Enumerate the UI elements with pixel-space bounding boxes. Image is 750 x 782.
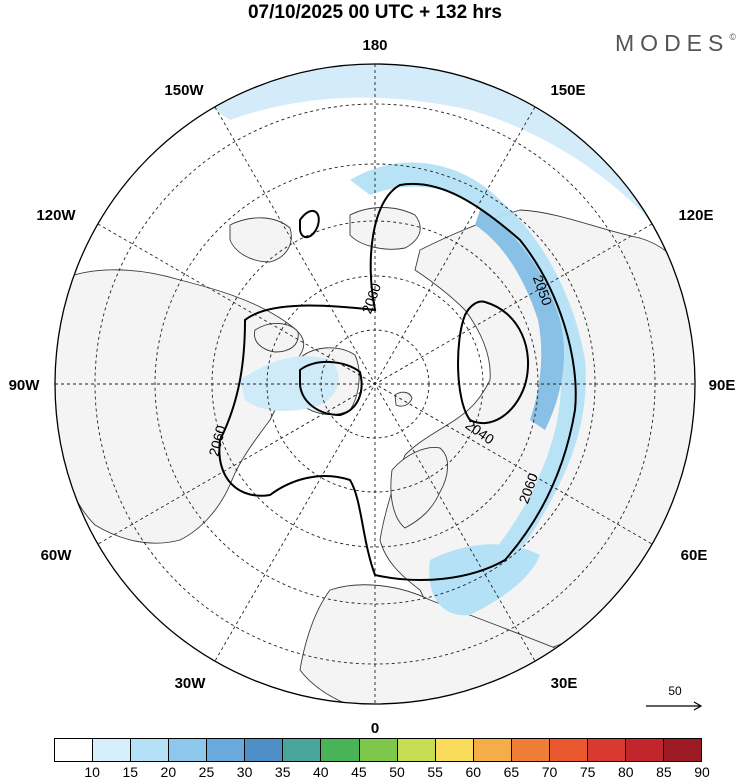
lon-label-60w: 60W	[41, 547, 73, 564]
map-title: 07/10/2025 00 UTC + 132 hrs	[247, 2, 503, 23]
reference-vector-label: 50	[668, 684, 682, 698]
colorbar-swatch	[359, 739, 398, 761]
colorbar-level-label: 15	[122, 764, 139, 780]
colorbar-level-label: 65	[503, 764, 520, 780]
colorbar-swatch	[625, 739, 664, 761]
landmass-alaska	[229, 217, 292, 263]
lon-label-150w: 150W	[164, 82, 204, 99]
colorbar-level-label: 20	[160, 764, 177, 780]
landmass-svalbard	[394, 391, 413, 407]
lon-label-30w: 30W	[175, 675, 207, 692]
colorbar-swatch	[511, 739, 550, 761]
landmass-arctic-islands	[254, 323, 299, 353]
lon-label-150e: 150E	[550, 82, 585, 99]
colorbar-swatch	[473, 739, 512, 761]
contour-2040	[457, 300, 530, 425]
colorbar-level-label: 85	[656, 764, 672, 780]
colorbar-swatch	[549, 739, 588, 761]
colorbar-swatch	[435, 739, 474, 761]
lon-label-120w: 120W	[36, 207, 76, 224]
meridian-120	[97, 223, 653, 545]
colorbar-level-label: 10	[84, 764, 100, 780]
lon-label-120e: 120E	[678, 207, 713, 224]
colorbar-swatch	[664, 739, 702, 761]
colorbar-swatch	[55, 739, 94, 761]
height-contours	[218, 182, 577, 581]
contour-label: 2060	[205, 423, 229, 457]
landmass-europe	[390, 447, 448, 529]
contour-2060-main	[218, 182, 577, 581]
colorbar-level-label: 75	[579, 764, 596, 780]
landmass-chukotka	[349, 207, 421, 250]
colorbar-level-label: 45	[351, 764, 367, 780]
colorbar-level-label: 25	[198, 764, 215, 780]
colorbar-swatch	[321, 739, 360, 761]
colorbar-level-label: 50	[389, 764, 405, 780]
brand-mark: ©	[729, 32, 736, 42]
colorbar-swatch	[93, 739, 132, 761]
brand-name: MODES	[615, 30, 730, 56]
colorbar-swatch	[397, 739, 436, 761]
lon-label-60e: 60E	[681, 547, 708, 564]
colorbar-swatch	[207, 739, 246, 761]
lon-label-30e: 30E	[551, 675, 578, 692]
lon-label-0: 0	[371, 720, 379, 737]
lon-label-180: 180	[362, 37, 387, 54]
colorbar-swatch	[169, 739, 208, 761]
reference-vector: 50	[644, 684, 706, 714]
colorbar-level-label: 90	[694, 764, 710, 780]
jet-band-atlantic	[240, 356, 339, 412]
colorbar-swatch	[245, 739, 284, 761]
jet-band-europe	[429, 544, 540, 616]
map-border	[54, 63, 696, 705]
colorbar-level-label: 80	[617, 764, 634, 780]
colorbar-level-label: 70	[541, 764, 558, 780]
contour-low-greenland	[299, 360, 363, 417]
colorbar-labels: 10 15 20 25 30 35 40 45 50 55 60 65 70 75 80 85 90	[54, 764, 709, 782]
lon-label-90w: 90W	[9, 377, 41, 394]
brand-logo: MODES©	[615, 30, 736, 57]
lon-label-90e: 90E	[709, 377, 736, 394]
colorbar-level-label: 30	[236, 764, 253, 780]
colorbar-swatch	[283, 739, 322, 761]
jet-core	[475, 210, 565, 430]
colorbar-level-label: 35	[274, 764, 291, 780]
colorbar-level-label: 40	[313, 764, 329, 780]
reference-arrow-icon	[646, 701, 703, 711]
colorbar-swatch	[587, 739, 626, 761]
colorbar	[54, 738, 702, 762]
colorbar-level-label: 55	[427, 764, 443, 780]
colorbar-swatch	[131, 739, 170, 761]
contour-small-pacific	[299, 210, 320, 239]
colorbar-level-label: 60	[465, 764, 482, 780]
meridians	[55, 64, 695, 704]
